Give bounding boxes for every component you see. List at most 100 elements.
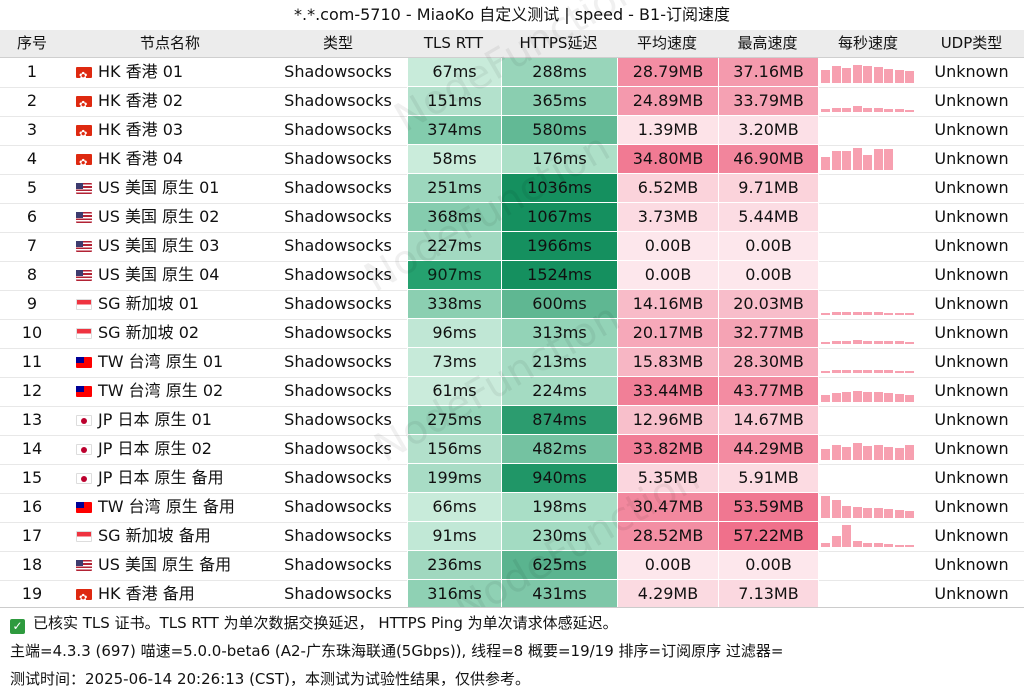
row-index: 15 bbox=[21, 468, 43, 487]
per-second-speed-sparkline bbox=[818, 290, 919, 318]
spark-bar bbox=[842, 525, 851, 547]
header-https-latency[interactable]: HTTPS延迟 bbox=[519, 34, 598, 52]
node-name-cell: JP 日本 原生 02 bbox=[70, 435, 276, 463]
header-per-second-speed[interactable]: 每秒速度 bbox=[837, 34, 898, 52]
per-second-speed-sparkline bbox=[818, 348, 919, 376]
table-row[interactable]: 6 US 美国 原生 02 Shadowsocks 368ms 1067ms 3.73MB… bbox=[0, 203, 1024, 233]
node-name: US 美国 原生 02 bbox=[98, 207, 220, 226]
node-name: HK 香港 备用 bbox=[98, 584, 195, 603]
node-type: Shadowsocks bbox=[284, 439, 392, 458]
table-row[interactable]: 12 TW 台湾 原生 02 Shadowsocks 61ms 224ms 33.44MB… bbox=[0, 377, 1024, 407]
spark-bar bbox=[905, 342, 914, 344]
row-index: 16 bbox=[21, 497, 43, 516]
node-type: Shadowsocks bbox=[284, 236, 392, 255]
node-name: JP 日本 原生 01 bbox=[98, 410, 212, 429]
tls-rtt: 907ms bbox=[407, 261, 501, 289]
spark-bar bbox=[863, 543, 872, 547]
spark-bar bbox=[905, 445, 914, 460]
table-row[interactable]: 9 SG 新加坡 01 Shadowsocks 338ms 600ms 14.16MB 20… bbox=[0, 290, 1024, 320]
table-row[interactable]: 1 HK 香港 01 Shadowsocks 67ms288ms28.79MB37.1… bbox=[0, 58, 1024, 88]
us-flag-icon bbox=[76, 241, 92, 252]
header-tls-rtt[interactable]: TLS RTT bbox=[423, 34, 484, 52]
node-type: Shadowsocks bbox=[284, 468, 392, 487]
node-name-cell: JP 日本 原生 备用 bbox=[70, 464, 276, 492]
table-row[interactable]: 5 US 美国 原生 01 Shadowsocks 251ms 1036ms 6.52MB… bbox=[0, 174, 1024, 204]
us-flag-icon bbox=[76, 212, 92, 223]
table-row[interactable]: 16 TW 台湾 原生 备用 Shadowsocks 66ms 198ms 30.47MB… bbox=[0, 493, 1024, 523]
spark-bar bbox=[852, 312, 862, 315]
table-row[interactable]: 8 US 美国 原生 04 Shadowsocks 907ms 1524ms 0.00B 0… bbox=[0, 261, 1024, 291]
max-speed: 28.30MB bbox=[718, 348, 818, 376]
tls-rtt: 96ms bbox=[407, 319, 501, 347]
sg-flag-icon bbox=[76, 299, 92, 310]
header-max-speed[interactable]: 最高速度 bbox=[737, 34, 798, 52]
node-name-cell: HK 香港 03 bbox=[70, 116, 276, 144]
table-row[interactable]: 7 US 美国 原生 03 Shadowsocks 227ms 1966ms 0.00B 0… bbox=[0, 232, 1024, 262]
https-latency: 482ms bbox=[501, 435, 617, 463]
spark-bar bbox=[894, 313, 904, 315]
spark-bar bbox=[873, 149, 883, 170]
header-type[interactable]: 类型 bbox=[322, 34, 353, 52]
header-avg-speed[interactable]: 平均速度 bbox=[636, 34, 697, 52]
table-row[interactable]: 4 HK 香港 04 Shadowsocks 58ms176ms34.80MB46.9… bbox=[0, 145, 1024, 175]
table-row[interactable]: 13 JP 日本 原生 01 Shadowsocks 275ms 874ms 12.96M… bbox=[0, 406, 1024, 436]
table-row[interactable]: 11 TW 台湾 原生 01 Shadowsocks 73ms 213ms 15.83MB… bbox=[0, 348, 1024, 378]
spark-bar bbox=[821, 109, 830, 112]
header-udp-type[interactable]: UDP类型 bbox=[940, 34, 1003, 52]
https-latency: 213ms bbox=[501, 348, 617, 376]
node-name-cell: US 美国 原生 备用 bbox=[70, 551, 276, 579]
per-second-speed-sparkline bbox=[818, 145, 919, 173]
spark-bar bbox=[821, 543, 830, 547]
tls-rtt: 316ms bbox=[407, 580, 501, 608]
table-row[interactable]: 3 HK 香港 03 Shadowsocks 374ms580ms1.39MB3.20… bbox=[0, 116, 1024, 146]
node-name: TW 台湾 原生 备用 bbox=[98, 497, 235, 516]
per-second-speed-sparkline bbox=[818, 522, 919, 550]
hk-flag-icon bbox=[76, 63, 92, 86]
node-name: JP 日本 原生 备用 bbox=[98, 468, 224, 487]
max-speed: 57.22MB bbox=[718, 522, 818, 550]
max-speed: 20.03MB bbox=[718, 290, 818, 318]
node-type: Shadowsocks bbox=[284, 178, 392, 197]
udp-type: Unknown bbox=[934, 497, 1009, 516]
max-speed: 46.90MB bbox=[718, 145, 818, 173]
spark-bar bbox=[842, 370, 851, 373]
avg-speed: 30.47MB bbox=[617, 493, 718, 521]
https-latency: 198ms bbox=[501, 493, 617, 521]
node-type: Shadowsocks bbox=[284, 323, 392, 342]
udp-type: Unknown bbox=[934, 178, 1009, 197]
tw-flag-icon bbox=[76, 502, 92, 513]
spark-bar bbox=[884, 149, 893, 170]
spark-bar bbox=[852, 370, 862, 373]
spark-bar bbox=[873, 108, 883, 112]
table-row[interactable]: 14 JP 日本 原生 02 Shadowsocks 156ms 482ms 33.82M… bbox=[0, 435, 1024, 465]
tls-rtt: 338ms bbox=[407, 290, 501, 318]
avg-speed: 28.52MB bbox=[617, 522, 718, 550]
spark-bar bbox=[894, 371, 904, 373]
table-row[interactable]: 10 SG 新加坡 02 Shadowsocks 96ms 313ms 20.17MB 32… bbox=[0, 319, 1024, 349]
us-flag-icon bbox=[76, 183, 92, 194]
hk-flag-icon bbox=[76, 585, 92, 608]
node-name: HK 香港 04 bbox=[98, 149, 184, 168]
node-name-cell: TW 台湾 原生 02 bbox=[70, 377, 276, 405]
node-name: TW 台湾 原生 02 bbox=[98, 381, 224, 400]
spark-bar bbox=[831, 341, 841, 344]
spark-bar bbox=[884, 509, 893, 518]
row-index: 12 bbox=[21, 381, 43, 400]
sg-flag-icon bbox=[76, 531, 92, 542]
max-speed: 37.16MB bbox=[718, 58, 818, 86]
table-row[interactable]: 2 HK 香港 02 Shadowsocks 151ms365ms24.89MB33.… bbox=[0, 87, 1024, 117]
node-type: Shadowsocks bbox=[284, 149, 392, 168]
spark-bar bbox=[842, 108, 851, 112]
spark-bar bbox=[831, 393, 841, 402]
spark-bar bbox=[852, 106, 862, 112]
header-index[interactable]: 序号 bbox=[16, 34, 47, 52]
table-row[interactable]: 17 SG 新加坡 备用 Shadowsocks 91ms 230ms 28.52MB 57… bbox=[0, 522, 1024, 552]
table-row[interactable]: 19 HK 香港 备用 Shadowsocks 316ms431ms4.29MB7.1… bbox=[0, 580, 1024, 610]
table-row[interactable]: 18 US 美国 原生 备用 Shadowsocks 236ms 625ms 0.00B 0… bbox=[0, 551, 1024, 581]
node-name-cell: SG 新加坡 01 bbox=[70, 290, 276, 318]
header-node-name[interactable]: 节点名称 bbox=[139, 34, 200, 52]
jp-flag-icon bbox=[76, 473, 92, 484]
table-row[interactable]: 15 JP 日本 原生 备用 Shadowsocks 199ms 940ms 5.35MB… bbox=[0, 464, 1024, 494]
max-speed: 32.77MB bbox=[718, 319, 818, 347]
avg-speed: 5.35MB bbox=[617, 464, 718, 492]
